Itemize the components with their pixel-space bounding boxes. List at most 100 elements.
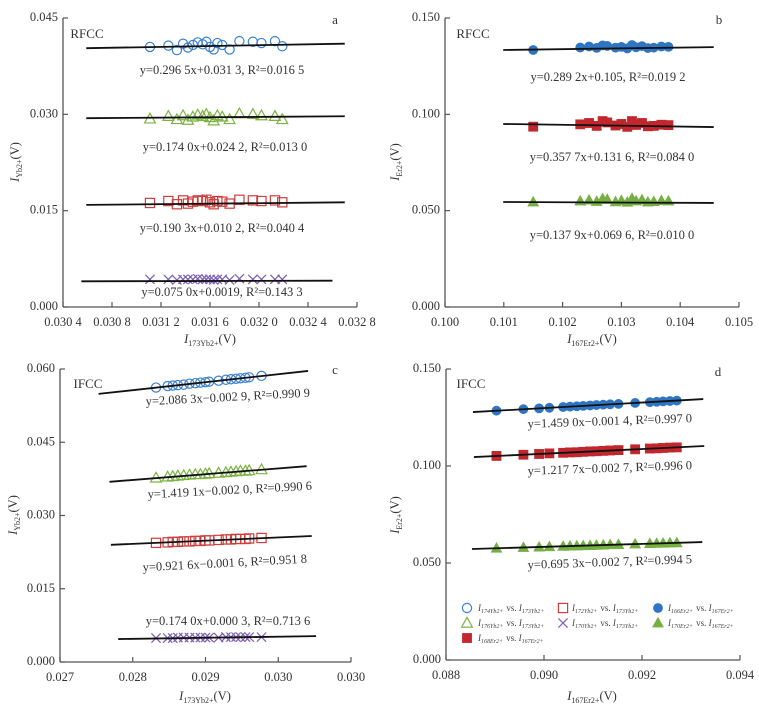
x-tick-label: 0.027 [46, 670, 74, 684]
data-point [662, 194, 675, 206]
data-point [192, 273, 203, 284]
x-tick-label: 0.029 [191, 670, 219, 684]
axis-title-unit: (V) [388, 143, 402, 160]
data-point [277, 274, 288, 285]
y-tick-label: 0.015 [27, 581, 55, 595]
fit-line [472, 398, 704, 413]
legend-label: I176Yb2+ vs. I173Yb2+ [477, 618, 544, 630]
series-square-open: y=0.921 6x−0.001 6, R²=0.951 8 [110, 532, 312, 574]
series-circle-filled: y=0.289 2x+0.105, R²=0.019 2 [503, 40, 714, 84]
y-tick-label: 0.050 [413, 555, 441, 569]
legend-label-part: 173Yb2+ [616, 609, 638, 615]
axis-title-symbol: I [388, 529, 402, 535]
y-tick-label: 0.000 [412, 299, 440, 313]
y-tick-label: 0.150 [412, 10, 440, 24]
legend-marker [557, 617, 569, 629]
x-tick-label: 0.031 2 [142, 315, 180, 329]
legend-label: I166Er2+ vs. I167Er2+ [667, 603, 734, 615]
series-square-filled: y=0.357 7x+0.131 6, R²=0.084 0 [503, 116, 714, 164]
axis-title-subscript: 167Er2+ [571, 696, 600, 705]
regression-equation: y=0.357 7x+0.131 6, R²=0.084 0 [530, 150, 694, 164]
legend-label-part: 166Er2+ [671, 609, 693, 615]
x-tick-label: 0.032 0 [240, 315, 278, 329]
legend-label-part: vs. [506, 633, 516, 643]
y-tick-label: 0.000 [413, 652, 441, 666]
data-point [197, 195, 208, 207]
group-label: IFCC [74, 376, 103, 391]
x-axis-title: I173Yb2+(V) [183, 332, 236, 348]
data-point [197, 274, 208, 285]
legend-marker [461, 602, 473, 614]
legend-marker [557, 602, 569, 614]
legend: I174Yb2+ vs. I173Yb2+I176Yb2+ vs. I173Yb2+… [460, 602, 734, 645]
legend-label-part: 174Yb2+ [481, 608, 503, 615]
series-circle-open: y=2.086 3x−0.002 9, R²=0.990 9 [98, 370, 310, 408]
x-tick-label: 0.030 8 [93, 315, 131, 329]
regression-equation: y=0.289 2x+0.105, R²=0.019 2 [530, 70, 685, 84]
legend-symbol: I [517, 618, 523, 628]
data-point [182, 42, 194, 53]
axis-title-subscript: Yb2+ [15, 159, 24, 178]
y-tick-label: 0.015 [30, 203, 58, 217]
legend-label-part: 173Yb2+ [616, 624, 638, 630]
axis-title-unit: (V) [599, 332, 616, 346]
x-tick-label: 0.088 [432, 668, 460, 682]
y-tick-label: 0.050 [412, 203, 440, 217]
axis-title-unit: (V) [599, 689, 616, 703]
regression-equation: y=0.174 0x+0.024 2, R²=0.013 0 [143, 140, 307, 154]
data-point [144, 274, 155, 285]
data-point [247, 195, 259, 206]
data-point [144, 197, 156, 209]
data-point [163, 40, 174, 51]
legend-marker [653, 603, 663, 613]
series-circle-filled: y=1.459 0x−0.001 4, R²=0.997 0 [472, 395, 704, 431]
panel-letter: c [332, 362, 338, 377]
data-point [275, 112, 289, 125]
x-tick-label: 0.104 [666, 315, 695, 329]
legend-marker [460, 616, 474, 628]
series-triangle-filled: y=0.137 9x+0.069 6, R²=0.010 0 [503, 192, 714, 242]
panel-letter: b [716, 12, 723, 27]
data-point [163, 195, 174, 207]
data-point [170, 112, 184, 125]
x-tick-label: 0.028 [119, 670, 147, 684]
legend-label: I172Yb2+ vs. I173Yb2+ [571, 603, 638, 615]
legend-label-part: 170Yb2+ [575, 624, 597, 630]
legend-item: I170Er2+ vs. I167Er2+ [652, 616, 734, 630]
data-point [182, 274, 193, 285]
axis-title-symbol: I [566, 332, 572, 346]
series-triangle-open: y=0.174 0x+0.024 2, R²=0.013 0 [86, 106, 345, 154]
data-point [178, 274, 189, 285]
panel-c: 0.000 0.015 0.030 0.045 0.060 0.027 0.028 0.029… [6, 361, 365, 705]
data-point [208, 44, 219, 55]
x-tick-label: 0.032 4 [289, 315, 327, 329]
legend-item: I170Yb2+ vs. I173Yb2+ [557, 617, 638, 630]
x-tick-label: 0.101 [490, 315, 518, 329]
regression-equation: y=0.137 9x+0.069 6, R²=0.010 0 [530, 228, 694, 242]
data-point [255, 108, 268, 121]
legend-label-part: vs. [506, 618, 516, 628]
data-point [247, 274, 258, 285]
legend-symbol: I [571, 618, 576, 628]
legend-marker [462, 633, 472, 643]
y-tick-label: 0.000 [30, 299, 58, 313]
legend-label-part: 176Yb2+ [481, 624, 503, 630]
x-tick-label: 0.094 [726, 668, 755, 682]
data-point [187, 274, 198, 285]
series-triangle-open: y=1.419 1x−0.002 0, R²=0.990 6 [109, 462, 312, 501]
legend-label-part: vs. [696, 618, 706, 628]
fit-line [473, 445, 705, 458]
panel-a: 0.000 0.015 0.030 0.045 0.030 4 0.030 8 0.031 … [8, 10, 376, 348]
data-point [277, 41, 288, 52]
legend-label-part: 167Er2+ [712, 624, 734, 630]
data-point [223, 112, 237, 125]
data-point [212, 37, 223, 49]
axis-title-symbol: I [388, 176, 402, 182]
legend-marker [652, 616, 664, 628]
data-point [234, 194, 245, 205]
legend-label: I170Yb2+ vs. I173Yb2+ [571, 618, 638, 630]
data-point [663, 120, 674, 131]
fit-line [471, 541, 703, 550]
data-point [202, 466, 216, 479]
series-square-open: y=0.190 3x+0.010 2, R²=0.040 4 [86, 194, 345, 235]
